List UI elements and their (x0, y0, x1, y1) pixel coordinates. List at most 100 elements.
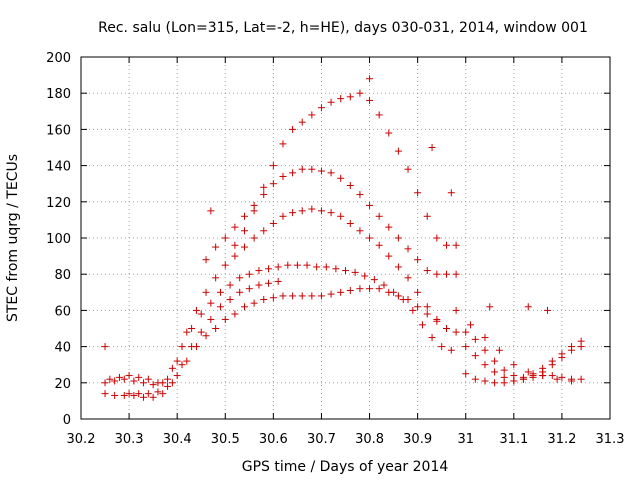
data-point (154, 379, 162, 387)
data-point (394, 147, 402, 155)
data-point (332, 265, 340, 273)
data-point (529, 372, 537, 380)
data-point (423, 310, 431, 318)
data-point (433, 317, 441, 325)
data-point (442, 325, 450, 332)
data-point (236, 274, 244, 282)
data-point (236, 288, 244, 296)
data-point (394, 263, 402, 271)
data-point (467, 321, 475, 329)
y-tick-label: 40 (54, 341, 71, 356)
data-point (548, 361, 556, 369)
data-point (279, 172, 287, 180)
data-point (423, 267, 431, 275)
data-point (111, 377, 119, 385)
data-point (298, 165, 306, 173)
data-point (255, 281, 263, 289)
data-point (375, 241, 383, 249)
data-point (197, 310, 205, 318)
data-point (164, 375, 172, 383)
data-point (120, 375, 128, 383)
data-point (404, 245, 412, 253)
data-point (202, 256, 210, 264)
x-tick-label: 30.9 (403, 432, 432, 447)
data-point (231, 310, 239, 318)
data-point (178, 343, 186, 351)
y-tick-label: 200 (46, 51, 71, 66)
data-point (293, 261, 301, 269)
data-point (500, 373, 508, 381)
data-point (183, 357, 191, 365)
data-point (212, 243, 220, 251)
data-point (125, 372, 133, 380)
data-point (327, 98, 335, 106)
data-point (221, 315, 229, 323)
y-axis-title: STEC from uqrg / TECUs (5, 154, 21, 322)
data-point (404, 165, 412, 173)
data-point (414, 256, 422, 264)
data-point (216, 288, 224, 296)
chart-title: Rec. salu (Lon=315, Lat=-2, h=HE), days … (98, 20, 588, 36)
data-point (221, 261, 229, 269)
data-point (356, 191, 364, 199)
data-point (241, 243, 249, 251)
y-tick-label: 0 (63, 413, 71, 428)
data-point (274, 263, 282, 271)
data-point (115, 373, 123, 381)
data-point (442, 241, 450, 249)
data-point (279, 292, 287, 300)
data-point (269, 294, 277, 302)
data-point (202, 332, 210, 340)
data-point (558, 353, 566, 361)
data-point (207, 207, 215, 215)
data-point (327, 209, 335, 217)
data-point (380, 281, 388, 289)
data-point (197, 328, 205, 336)
data-point (322, 263, 330, 271)
data-point (317, 167, 325, 175)
data-point (471, 352, 479, 360)
data-point (284, 261, 292, 269)
data-point (342, 267, 349, 275)
data-point (317, 292, 325, 300)
data-point (423, 303, 431, 311)
y-tick-label: 60 (54, 304, 71, 319)
data-point (558, 373, 566, 381)
plot-frame (80, 56, 611, 420)
data-point (447, 189, 455, 197)
x-tick-label: 30.5 (211, 432, 240, 447)
data-point (241, 212, 249, 220)
data-point (250, 234, 258, 242)
data-point (260, 296, 268, 304)
data-point (548, 372, 556, 380)
data-point (337, 174, 345, 182)
data-point (106, 375, 114, 383)
data-point (337, 288, 345, 296)
data-point (553, 375, 561, 383)
data-point (231, 241, 239, 249)
data-point (510, 372, 518, 380)
data-point (289, 125, 297, 133)
data-point (308, 292, 316, 300)
data-point (442, 270, 450, 278)
data-point (313, 263, 321, 271)
data-point (414, 303, 422, 311)
x-tick-label: 30.7 (307, 432, 336, 447)
data-point (168, 379, 176, 387)
data-point (346, 220, 354, 228)
data-point (452, 270, 460, 278)
data-point (491, 357, 499, 365)
data-point (539, 372, 547, 380)
data-point (404, 274, 412, 282)
data-point (159, 390, 167, 398)
x-tick-label: 30.8 (355, 432, 384, 447)
data-point (438, 343, 446, 351)
data-point (327, 169, 335, 177)
data-point (298, 207, 306, 215)
data-point (221, 234, 229, 242)
data-point (226, 296, 234, 304)
data-point (356, 89, 364, 97)
data-point (289, 292, 297, 300)
data-point (308, 205, 316, 213)
